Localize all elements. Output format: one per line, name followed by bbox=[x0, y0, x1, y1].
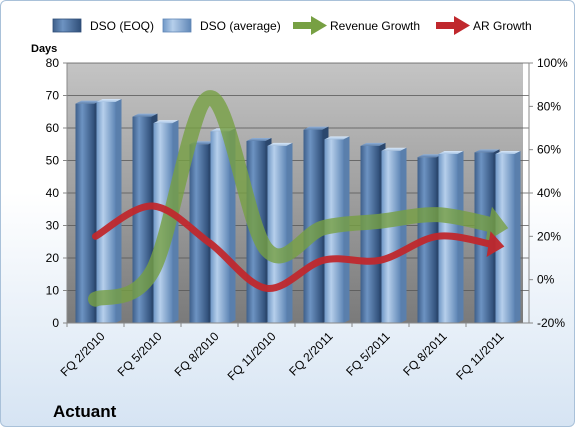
y-tick-label: 40 bbox=[46, 186, 60, 200]
y2-tick-label: 60% bbox=[537, 143, 561, 157]
x-tick-label: FQ 2/2011 bbox=[286, 329, 336, 379]
line-series bbox=[88, 90, 509, 307]
bar-dso-average bbox=[381, 147, 407, 323]
bar-series bbox=[75, 99, 521, 323]
x-tick-label: FQ 11/2011 bbox=[453, 329, 507, 383]
y2-tick-label: 100% bbox=[537, 56, 568, 70]
x-tick-label: FQ 2/2010 bbox=[58, 329, 108, 379]
svg-text:DSO (average): DSO (average) bbox=[200, 19, 281, 33]
y-axis-title: Days bbox=[31, 43, 57, 55]
bar-dso-average bbox=[495, 151, 521, 323]
y2-tick-label: -20% bbox=[537, 316, 565, 330]
y-tick-label: 80 bbox=[46, 56, 60, 70]
y2-tick-label: 0% bbox=[537, 273, 555, 287]
y-tick-label: 60 bbox=[46, 121, 60, 135]
y-tick-label: 20 bbox=[46, 251, 60, 265]
legend-item: Revenue Growth bbox=[293, 16, 420, 35]
chart-title: Actuant bbox=[53, 402, 117, 421]
legend-item: DSO (average) bbox=[162, 18, 281, 33]
ar-growth-line bbox=[92, 202, 505, 292]
svg-text:AR Growth: AR Growth bbox=[473, 19, 532, 33]
legend-item: DSO (EOQ) bbox=[52, 18, 154, 33]
x-tick-label: FQ 8/2010 bbox=[172, 329, 222, 379]
y-tick-label: 0 bbox=[52, 316, 59, 330]
y-tick-label: 70 bbox=[46, 89, 60, 103]
y2-tick-label: 20% bbox=[537, 229, 561, 243]
y-tick-label: 10 bbox=[46, 284, 60, 298]
y-tick-label: 50 bbox=[46, 154, 60, 168]
legend-item: AR Growth bbox=[436, 16, 532, 35]
x-tick-label: FQ 5/2010 bbox=[115, 329, 165, 379]
y-tick-label: 30 bbox=[46, 219, 60, 233]
bar-dso-average bbox=[96, 99, 122, 323]
x-tick-label: FQ 5/2011 bbox=[343, 329, 393, 379]
x-tick-label: FQ 11/2010 bbox=[225, 329, 279, 383]
y2-tick-label: 40% bbox=[537, 186, 561, 200]
y2-tick-label: 80% bbox=[537, 99, 561, 113]
x-tick-label: FQ 8/2011 bbox=[400, 329, 450, 379]
svg-text:DSO (EOQ): DSO (EOQ) bbox=[90, 19, 154, 33]
bar-dso-average bbox=[267, 142, 293, 323]
svg-text:Revenue Growth: Revenue Growth bbox=[330, 19, 420, 33]
legend: DSO (EOQ) DSO (average) Revenue Growth AR G… bbox=[52, 16, 532, 35]
